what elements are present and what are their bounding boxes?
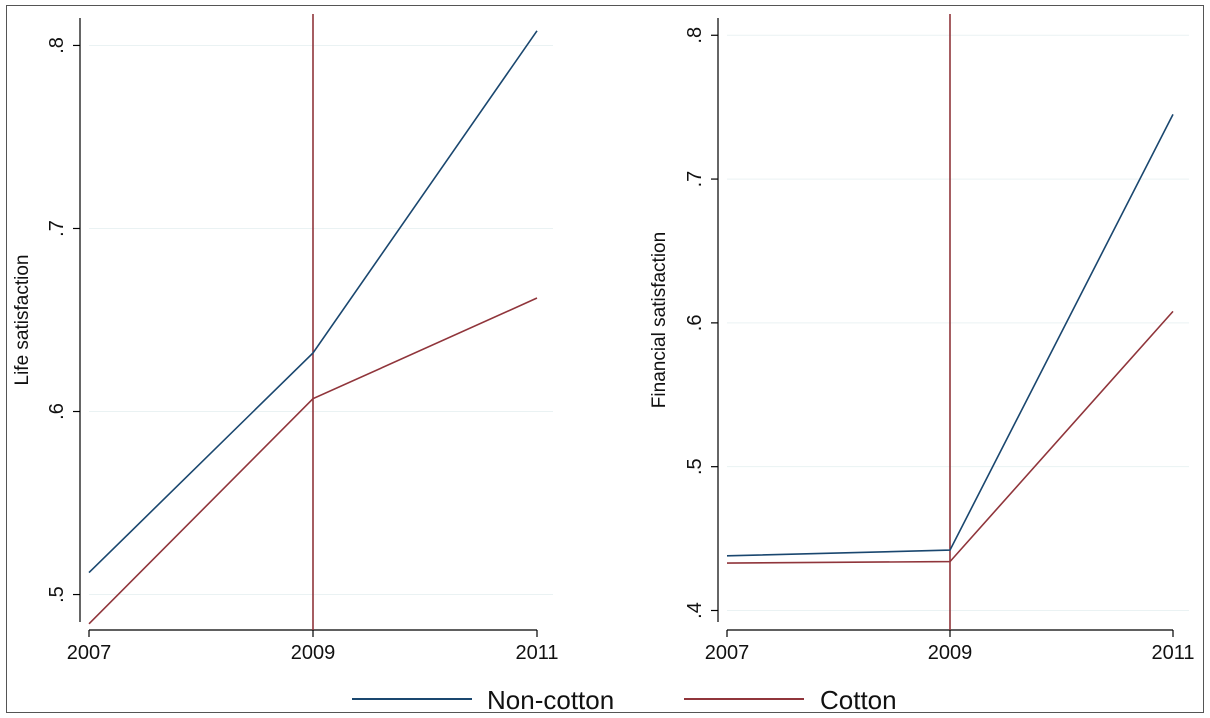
y-tick-label: .5 xyxy=(46,586,68,603)
panel-2: .4 .5 .6 .7 .8 2007 2009 2011 Financial satisfac… xyxy=(649,14,1195,664)
x-tick-label: 2009 xyxy=(291,642,336,664)
x-tick-label: 2011 xyxy=(1151,642,1194,664)
y-tick-label: .6 xyxy=(684,315,706,332)
y-tick-label: .6 xyxy=(46,403,68,420)
series-line-cotton xyxy=(726,310,1174,564)
legend-label-non-cotton: Non-cotton xyxy=(487,685,614,715)
y-axis-title: Life satisfaction xyxy=(12,255,33,386)
x-tick-label: 2009 xyxy=(928,642,973,664)
y-tick-label: .4 xyxy=(684,602,706,619)
legend-label-cotton: Cotton xyxy=(820,685,897,715)
y-tick-label: .5 xyxy=(684,458,706,475)
series-line-non-cotton xyxy=(88,30,538,574)
panel-1: .5 .6 .7 .8 2007 2009 2011 Life satisfaction xyxy=(12,14,559,664)
y-tick-label: .8 xyxy=(684,27,706,44)
x-tick-label: 2007 xyxy=(705,642,750,664)
y-axis-title: Financial satisfaction xyxy=(649,232,670,408)
y-tick-label: .7 xyxy=(46,220,68,237)
y-tick-label: .8 xyxy=(46,37,68,54)
x-tick-label: 2011 xyxy=(515,642,558,664)
x-tick-label: 2007 xyxy=(67,642,112,664)
y-tick-label: .7 xyxy=(684,171,706,188)
series-line-non-cotton xyxy=(726,113,1174,557)
series-line-cotton xyxy=(88,297,538,625)
legend: Non-cotton Cotton xyxy=(352,685,897,715)
